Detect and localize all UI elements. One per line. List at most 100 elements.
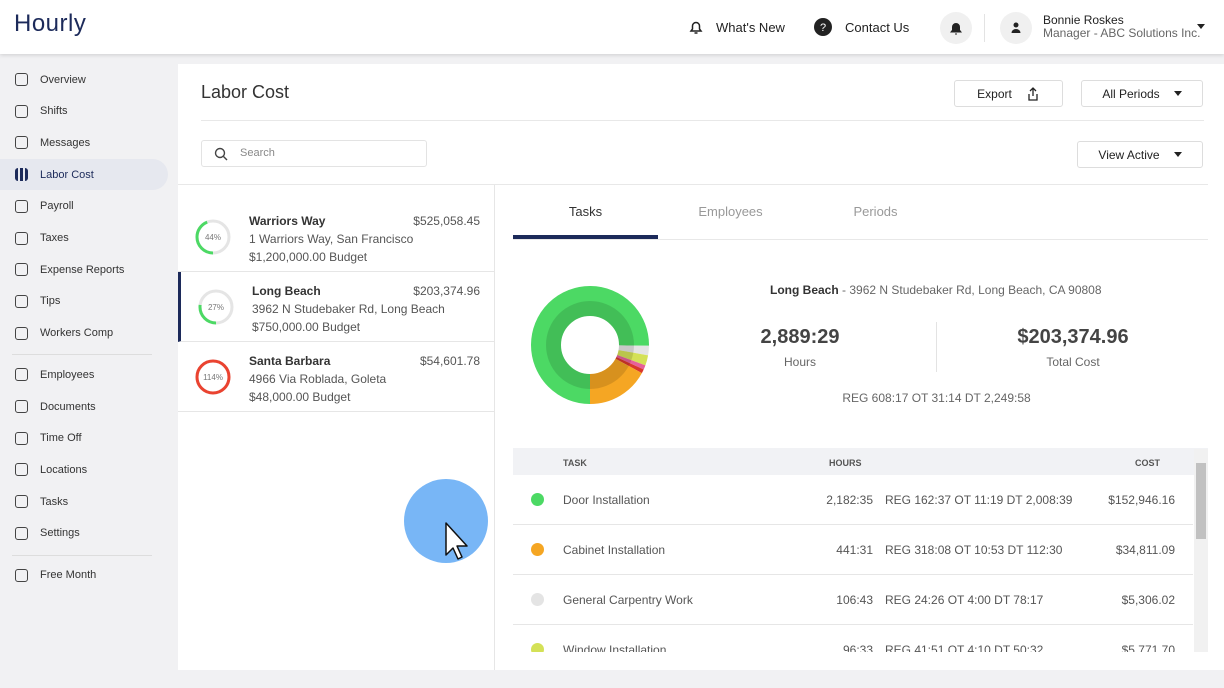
nav-item[interactable]: Settings [0,518,168,549]
nav-item[interactable]: Shifts [0,96,168,127]
nav-item[interactable]: Taxes [0,223,168,254]
bell-icon [689,21,703,34]
table-row[interactable]: General Carpentry Work 106:43 REG 24:26 OT… [513,575,1193,625]
total-hours: 2,889:29 [760,326,840,348]
task-hours: 2,182:35 [826,493,873,507]
nav-icon [15,294,28,308]
whats-new[interactable]: What's New [716,20,785,35]
nav-label: Settings [40,527,80,540]
location-card[interactable]: Santa Barbara $54,601.78 4966 Via Roblada,… [178,342,494,412]
column-header[interactable]: COST [1135,458,1161,468]
nav-icon [15,136,28,150]
nav-item[interactable]: Time Off [0,423,168,454]
search-placeholder: Search [240,147,275,159]
nav-item[interactable]: Free Month [0,560,168,591]
scrollbar[interactable] [1194,449,1208,652]
nav-item[interactable]: Messages [0,127,168,158]
location-budget: $1,200,000.00 Budget [249,250,368,264]
avatar[interactable] [1000,12,1032,44]
location-budget: $48,000.00 Budget [249,390,351,404]
nav-item[interactable]: Expense Reports [0,254,168,285]
nav-icon [15,568,28,582]
sidebar: Overview Shifts Messages Labor Cost Payroll T… [0,54,178,688]
nav-label: Payroll [40,200,74,213]
export-button[interactable]: Export [954,80,1063,107]
period-label: All Periods [1102,86,1160,101]
budget-ring: 27% [198,289,234,325]
task-name: Door Installation [563,493,650,507]
task-color [531,543,544,556]
ring-progress [198,289,234,325]
donut-segment [616,354,646,370]
svg-text:?: ? [820,22,826,34]
tab[interactable]: Employees [698,204,763,219]
cursor-highlight [404,479,488,563]
donut-segment [589,358,642,404]
nav-item[interactable]: Employees [0,359,168,390]
contact-us[interactable]: Contact Us [845,20,910,35]
location-card[interactable]: Long Beach $203,374.96 3962 N Studebaker R… [178,272,494,342]
budget-ring: 44% [195,219,231,255]
search-box[interactable]: Search [201,140,427,167]
tab[interactable]: Tasks [568,204,603,219]
hours-label: Hours [783,355,816,369]
view-dropdown[interactable]: View Active [1077,141,1203,168]
nav-icon [15,73,28,86]
location-address: 4966 Via Roblada, Goleta [249,372,387,386]
nav-icon [15,168,28,182]
table-row[interactable]: Door Installation 2,182:35 REG 162:37 OT 1… [513,475,1193,525]
nav-item[interactable]: Workers Comp [0,318,168,349]
nav-item[interactable]: Labor Cost [0,159,168,191]
task-name: Window Installation [563,643,667,657]
nav-item[interactable]: Documents [0,391,168,422]
table-header [513,448,1208,475]
ring-progress [195,359,231,395]
task-cost: $152,946.16 [1108,493,1175,507]
user-name[interactable]: Bonnie Roskes [1043,13,1124,27]
period-dropdown[interactable]: All Periods [1081,80,1203,107]
nav-item[interactable]: Tasks [0,486,168,517]
nav-icon [15,368,28,382]
logo[interactable]: Hourly [14,10,87,37]
ring-label: 114% [203,373,223,382]
nav-icon [15,526,28,540]
nav-label: Messages [40,136,91,149]
nav-item[interactable]: Payroll [0,191,168,222]
nav-icon [15,104,28,118]
nav-icon [15,431,28,445]
task-hours: 106:43 [836,593,873,607]
export-label: Export [977,86,1012,101]
user-role[interactable]: Manager - ABC Solutions Inc. [1043,26,1201,40]
location-address: 3962 N Studebaker Rd, Long Beach [252,302,445,316]
table-row[interactable]: Window Installation 96:33 REG 41:51 OT 4:1… [513,625,1193,657]
notifications[interactable] [940,12,972,44]
location-amount: $203,374.96 [413,284,480,298]
nav-label: Tips [40,295,61,308]
divider [12,554,152,556]
task-cost: $34,811.09 [1115,543,1175,557]
nav-icon [15,263,28,277]
page-title: Labor Cost [201,82,290,102]
table-row[interactable]: Cabinet Installation 441:31 REG 318:08 OT … [513,525,1193,575]
location-card[interactable]: Warriors Way $525,058.45 1 Warriors Way, S… [178,202,494,272]
task-detail: REG 24:26 OT 4:00 DT 78:17 [885,593,1044,607]
nav-item[interactable]: Overview [0,64,168,95]
tab[interactable]: Periods [853,204,898,219]
donut-chart [531,286,649,404]
task-color [531,493,544,506]
view-label: View Active [1098,147,1160,162]
column-header[interactable]: TASK [563,458,587,468]
task-name: Cabinet Installation [563,543,666,557]
nav-label: Tasks [40,495,69,508]
column-header[interactable]: HOURS [829,458,862,468]
location-list: Warriors Way $525,058.45 1 Warriors Way, S… [178,202,494,422]
task-cost: $5,306.02 [1121,593,1175,607]
location-amount: $54,601.78 [419,354,480,368]
task-detail: REG 41:51 OT 4:10 DT 50:32 [885,643,1044,657]
divider [12,354,152,356]
nav-icon [15,463,28,477]
nav-item[interactable]: Locations [0,454,168,485]
nav-icon [15,199,28,213]
nav-item[interactable]: Tips [0,286,168,317]
nav-label: Employees [40,368,95,381]
